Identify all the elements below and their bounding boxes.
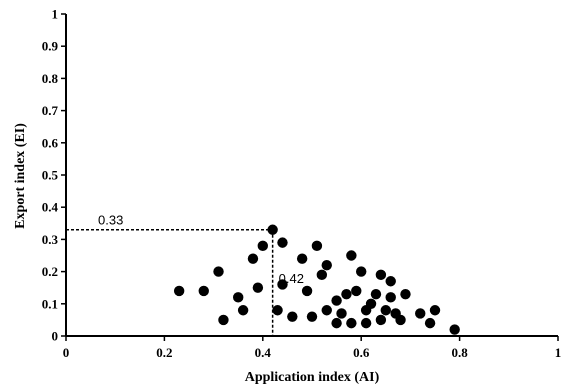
x-tick-label: 0.8	[451, 345, 468, 360]
data-point	[351, 285, 362, 297]
data-point	[341, 288, 352, 300]
x-tick-label: 0	[63, 345, 70, 360]
data-point	[370, 288, 382, 300]
data-point	[321, 305, 332, 316]
y-tick-label: 0.8	[42, 71, 59, 86]
y-tick-label: 0	[52, 329, 59, 344]
y-tick-label: 0.5	[42, 168, 59, 183]
data-point	[336, 308, 347, 319]
data-point	[449, 324, 460, 335]
data-point	[395, 314, 406, 326]
data-point	[346, 250, 357, 261]
data-point	[296, 253, 308, 264]
y-tick-label: 1	[52, 7, 59, 22]
y-tick-label: 0.6	[42, 135, 59, 150]
data-point	[385, 276, 396, 287]
y-tick-label: 0.1	[42, 296, 58, 311]
data-point	[380, 305, 391, 316]
y-tick-label: 0.9	[42, 39, 59, 54]
data-point	[277, 279, 288, 290]
y-tick-label: 0.7	[42, 103, 59, 118]
data-point	[213, 266, 224, 277]
data-point	[331, 317, 342, 329]
data-point	[331, 295, 342, 306]
plot-area: 0 0.2 0.4 0.6 0.8 1 0 0.1 0.2 0.3 0.4 0.5 0.6 0.7 0.8 0…	[42, 7, 562, 361]
data-point	[400, 288, 411, 300]
annotation-label: 0.33	[98, 213, 123, 228]
data-point	[272, 305, 283, 316]
data-point	[247, 253, 259, 264]
data-point	[375, 269, 387, 281]
y-tick-label: 0.3	[42, 232, 59, 247]
y-tick-label: 0.2	[42, 264, 58, 279]
y-axis-label: Export index (EI)	[13, 123, 28, 229]
data-point	[385, 292, 396, 303]
data-point	[218, 314, 229, 326]
x-tick-label: 0.6	[353, 345, 370, 360]
x-tick-label: 0.4	[255, 345, 272, 360]
y-tick-label: 0.4	[42, 200, 59, 215]
data-point	[233, 292, 244, 303]
x-axis-label: Application index (AI)	[245, 370, 380, 385]
data-point	[429, 305, 441, 316]
data-point	[365, 298, 377, 309]
data-point	[311, 240, 323, 252]
data-point	[424, 317, 436, 329]
data-point	[252, 282, 264, 293]
data-point	[316, 269, 328, 281]
data-point	[237, 305, 249, 316]
data-point	[267, 224, 278, 235]
data-point	[257, 240, 268, 252]
data-point	[287, 311, 298, 322]
data-point	[375, 314, 387, 326]
data-point	[173, 285, 185, 297]
data-point	[301, 285, 313, 297]
data-point	[346, 317, 357, 329]
data-point	[415, 308, 426, 319]
data-point	[306, 311, 318, 322]
data-point	[277, 237, 288, 248]
data-point	[198, 285, 209, 297]
data-point	[321, 259, 332, 271]
x-tick-label: 0.2	[156, 345, 172, 360]
x-tick-label: 1	[555, 345, 562, 360]
data-point	[356, 266, 367, 277]
data-point	[360, 317, 372, 329]
